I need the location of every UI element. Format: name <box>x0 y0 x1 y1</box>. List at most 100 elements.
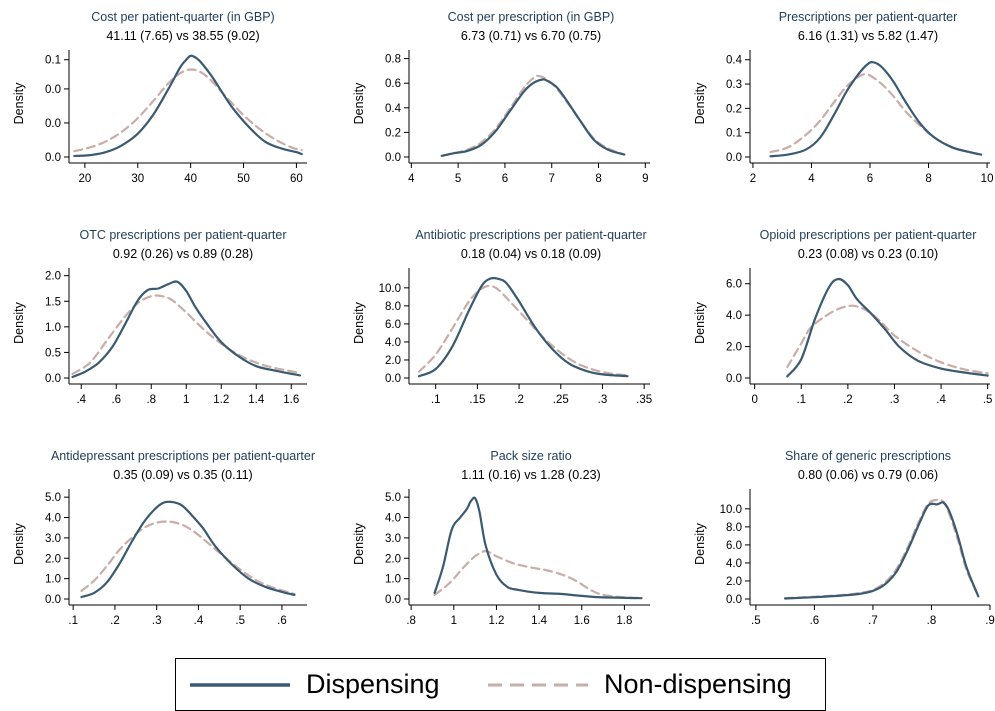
panel-2-y-tick-label: 0.8 <box>385 54 401 66</box>
panel-2-dispensing-line <box>440 78 626 157</box>
panel-3-y-tick-label: 0.0 <box>726 152 742 164</box>
panel-7-y-tick-label: 1.0 <box>45 574 61 586</box>
legend-item-non-dispensing: Non-dispensing <box>488 659 792 710</box>
panel-5-y-axis-label: Density <box>352 301 366 343</box>
panel-5-y-tick-label: 6.0 <box>385 319 401 331</box>
panel-6-y-tick-label: 2.0 <box>726 342 742 354</box>
panel-2-x-tick-label: 9 <box>642 173 648 185</box>
panel-1-subtitle: 41.11 (7.65) vs 38.55 (9.02) <box>106 29 259 43</box>
panel-7-subtitle: 0.35 (0.09) vs 0.35 (0.11) <box>113 468 252 482</box>
panel-4-title: OTC prescriptions per patient-quarter <box>79 228 286 242</box>
panel-2-x-tick-label: 4 <box>408 173 415 185</box>
panel-3-x-tick-label: 8 <box>925 173 931 185</box>
panel-7-y-tick-label: 3.0 <box>45 533 61 545</box>
panel-1-y-tick-label: 0.1 <box>45 55 61 67</box>
panel-8-x-tick-label: 1.8 <box>616 615 632 627</box>
panel-9-dispensing-line <box>784 501 980 600</box>
panel-1-x-tick-label: 20 <box>78 173 91 185</box>
panel-5-y-tick-label: 4.0 <box>385 337 401 349</box>
panel-7-y-tick-label: 4.0 <box>45 513 61 525</box>
legend-item-dispensing: Dispensing <box>190 659 440 710</box>
panel-5-subtitle: 0.18 (0.04) vs 0.18 (0.09) <box>461 247 601 261</box>
panel-5-y-tick-label: 0.0 <box>385 373 401 385</box>
panel-8-y-tick-label: 0.0 <box>385 594 401 606</box>
panel-8-dispensing-line <box>433 496 643 600</box>
panel-4-x-tick-label: 1.4 <box>248 394 265 406</box>
panel-4-y-tick-label: 0.5 <box>45 347 61 359</box>
panel-2-x-tick-label: 5 <box>455 173 461 185</box>
panel-7-y-tick-label: 0.0 <box>45 594 61 606</box>
panel-1-y-tick-label: 0.0 <box>45 84 61 96</box>
panel-8-non-dispensing-line <box>433 550 643 600</box>
panel-2-subtitle: 6.73 (0.71) vs 6.70 (0.75) <box>461 29 601 43</box>
panel-1-y-tick-label: 0.0 <box>45 118 61 130</box>
panel-7-y-tick-label: 2.0 <box>45 553 61 565</box>
panel-3-dispensing-line <box>769 61 983 158</box>
panel-6-non-dispensing-line <box>786 304 989 375</box>
panel-1-non-dispensing-line <box>73 68 303 153</box>
panel-6-y-tick-label: 6.0 <box>726 279 742 291</box>
panel-7-x-tick-label: .4 <box>194 615 204 627</box>
panel-4-y-tick-label: 1.0 <box>45 322 61 334</box>
panel-4-x-tick-label: .4 <box>76 394 86 406</box>
panel-3-x-tick-label: 2 <box>750 173 756 185</box>
panel-8-y-tick-label: 2.0 <box>385 553 401 565</box>
panel-6-x-tick-label: .5 <box>983 394 993 406</box>
panel-8-y-axis-label: Density <box>352 522 366 564</box>
panel-5-x-tick-label: .3 <box>598 394 608 406</box>
legend: Dispensing Non-dispensing <box>175 658 826 711</box>
panel-4-x-tick-label: 1 <box>183 394 189 406</box>
panel-3-subtitle: 6.16 (1.31) vs 5.82 (1.47) <box>798 29 938 43</box>
panel-9-non-dispensing-line <box>784 498 980 600</box>
panel-8-y-tick-label: 3.0 <box>385 533 401 545</box>
panel-6-x-tick-label: .3 <box>890 394 900 406</box>
panel-2-y-tick-label: 0.0 <box>385 152 401 164</box>
panel-9-title: Share of generic prescriptions <box>785 449 951 463</box>
panel-7-x-tick-label: .2 <box>110 615 120 627</box>
panel-1-y-tick-label: 0.0 <box>45 152 61 164</box>
panel-9-y-tick-label: 6.0 <box>726 540 742 552</box>
panel-8-x-tick-label: 1.2 <box>488 615 504 627</box>
panel-9-y-axis-label: Density <box>693 522 707 564</box>
panel-3-x-tick-label: 4 <box>808 173 815 185</box>
panel-9-y-tick-label: 10.0 <box>720 504 742 516</box>
panel-6-dispensing-line <box>786 277 989 378</box>
panel-2-x-tick-label: 7 <box>549 173 555 185</box>
panel-7-x-tick-label: .1 <box>68 615 78 627</box>
panel-4-subtitle: 0.92 (0.26) vs 0.89 (0.28) <box>113 247 253 261</box>
panel-2-y-tick-label: 0.2 <box>385 127 401 139</box>
panel-9-y-tick-label: 2.0 <box>726 576 742 588</box>
panel-4-x-tick-label: .6 <box>111 394 121 406</box>
panel-4-y-axis-label: Density <box>12 301 26 343</box>
panel-8-y-tick-label: 1.0 <box>385 574 401 586</box>
panel-5-x-tick-label: .2 <box>514 394 524 406</box>
panel-2-y-axis-label: Density <box>352 82 366 124</box>
density-plot-grid: Cost per patient-quarter (in GBP)41.11 (… <box>12 10 995 627</box>
panel-4-y-tick-label: 1.5 <box>45 296 61 308</box>
panel-7-x-tick-label: .3 <box>152 615 162 627</box>
panel-7-dispensing-line <box>80 500 296 599</box>
panel-7-title: Antidepressant prescriptions per patient… <box>51 449 315 463</box>
panel-4-y-tick-label: 2.0 <box>45 271 61 283</box>
panel-7-y-tick-label: 5.0 <box>45 492 61 504</box>
panel-3-x-tick-label: 10 <box>981 173 994 185</box>
panel-8-y-tick-label: 4.0 <box>385 513 401 525</box>
panel-3-y-tick-label: 0.4 <box>726 55 743 67</box>
panel-2-x-tick-label: 6 <box>502 173 508 185</box>
panel-5-x-tick-label: .15 <box>469 394 485 406</box>
panel-4-x-tick-label: .8 <box>146 394 156 406</box>
legend-label-non-dispensing: Non-dispensing <box>604 669 792 699</box>
panel-3-title: Prescriptions per patient-quarter <box>779 10 958 24</box>
panel-9-x-tick-label: .7 <box>868 615 878 627</box>
panel-9-y-tick-label: 4.0 <box>726 558 742 570</box>
panel-4-x-tick-label: 1.6 <box>283 394 299 406</box>
panel-3-y-tick-label: 0.2 <box>726 103 742 115</box>
panel-6-title: Opioid prescriptions per patient-quarter <box>760 228 977 242</box>
panel-1-x-tick-label: 60 <box>290 173 303 185</box>
panel-6-y-tick-label: 0.0 <box>726 373 742 385</box>
panel-7-x-tick-label: .6 <box>277 615 287 627</box>
panel-6-x-tick-label: .4 <box>936 394 946 406</box>
panel-9-x-tick-label: .6 <box>810 615 820 627</box>
panel-6-x-tick-label: .2 <box>843 394 853 406</box>
panel-9-x-tick-label: .5 <box>751 615 761 627</box>
